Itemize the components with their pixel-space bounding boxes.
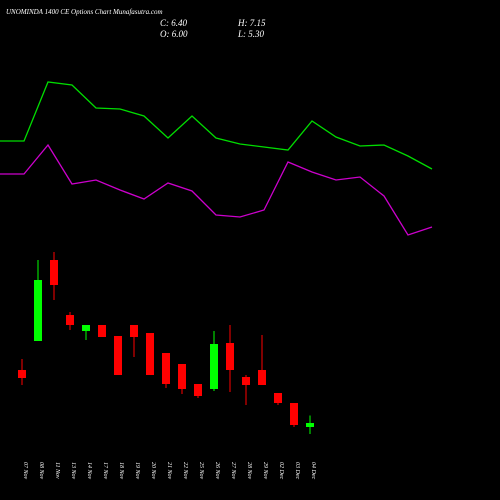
high-label: H: 7.15 [237, 18, 266, 28]
candle-body [50, 260, 58, 285]
x-tick-label: 26 Nov [214, 462, 220, 480]
x-tick-label: 21 Nov [166, 462, 172, 480]
candle-body [130, 325, 138, 337]
x-tick-label: 13 Nov [70, 462, 76, 480]
x-tick-label: 18 Nov [118, 462, 124, 480]
x-tick-label: 11 Nov [54, 462, 60, 479]
candle-body [146, 333, 154, 375]
x-tick-label: 20 Nov [150, 462, 156, 480]
candle-body [66, 315, 74, 325]
candle-body [226, 343, 234, 370]
x-tick-label: 27 Nov [230, 462, 236, 480]
low-label: L: 5.30 [237, 29, 265, 39]
candle-body [194, 384, 202, 396]
x-tick-label: 28 Nov [246, 462, 252, 480]
x-tick-label: 07 Nov [22, 462, 28, 480]
chart-title: UNOMINDA 1400 CE Options Chart Munafasut… [6, 8, 163, 16]
x-tick-label: 04 Dec [310, 462, 317, 479]
candle-body [114, 336, 122, 375]
candle-body [18, 370, 26, 378]
candle-body [290, 403, 298, 425]
indicator-line [0, 143, 433, 236]
candle-body [162, 353, 170, 384]
candle-body [274, 393, 282, 403]
x-tick-label: 22 Nov [182, 462, 188, 480]
x-tick-label: 25 Nov [198, 462, 204, 480]
candle-body [210, 344, 218, 389]
candle-body [306, 423, 314, 427]
x-tick-label: 17 Nov [102, 462, 108, 480]
x-tick-label: 19 Nov [134, 462, 140, 480]
candle-body [258, 370, 266, 385]
candle-body [34, 280, 42, 341]
candle-body [82, 325, 90, 331]
candle-body [98, 325, 106, 337]
candle-body [178, 364, 186, 389]
open-label: O: 6.00 [160, 29, 188, 39]
indicator-line [0, 81, 433, 170]
close-label: C: 6.40 [160, 18, 188, 28]
x-tick-label: 14 Nov [86, 462, 93, 480]
candle-body [242, 377, 250, 385]
x-tick-label: 02 Dec [278, 462, 284, 479]
x-tick-label: 03 Dec [294, 462, 300, 479]
x-tick-label: 29 Nov [262, 462, 268, 480]
x-tick-label: 08 Nov [38, 462, 44, 480]
